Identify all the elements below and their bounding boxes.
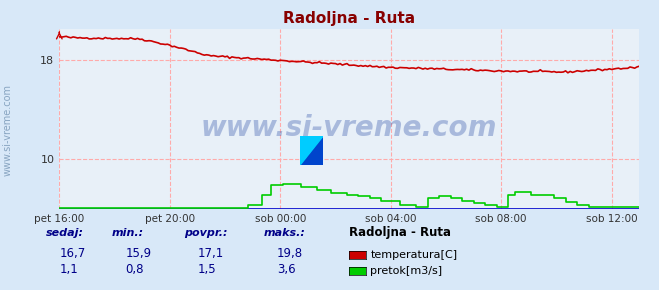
Polygon shape bbox=[300, 136, 323, 165]
Polygon shape bbox=[300, 136, 323, 165]
Text: 0,8: 0,8 bbox=[125, 263, 144, 276]
Text: povpr.:: povpr.: bbox=[185, 228, 228, 238]
Text: 15,9: 15,9 bbox=[125, 247, 152, 260]
Text: 1,5: 1,5 bbox=[198, 263, 216, 276]
Text: min.:: min.: bbox=[112, 228, 144, 238]
Text: 3,6: 3,6 bbox=[277, 263, 295, 276]
Polygon shape bbox=[300, 136, 323, 165]
Text: maks.:: maks.: bbox=[264, 228, 306, 238]
Text: pretok[m3/s]: pretok[m3/s] bbox=[370, 266, 442, 276]
Text: 19,8: 19,8 bbox=[277, 247, 303, 260]
Text: sedaj:: sedaj: bbox=[46, 228, 84, 238]
Text: 1,1: 1,1 bbox=[59, 263, 78, 276]
Text: temperatura[C]: temperatura[C] bbox=[370, 250, 457, 260]
Text: 16,7: 16,7 bbox=[59, 247, 86, 260]
Text: www.si-vreme.com: www.si-vreme.com bbox=[201, 114, 498, 142]
Title: Radoljna - Ruta: Radoljna - Ruta bbox=[283, 11, 415, 26]
Text: Radoljna - Ruta: Radoljna - Ruta bbox=[349, 226, 451, 239]
Text: 17,1: 17,1 bbox=[198, 247, 224, 260]
Text: www.si-vreme.com: www.si-vreme.com bbox=[3, 84, 13, 177]
